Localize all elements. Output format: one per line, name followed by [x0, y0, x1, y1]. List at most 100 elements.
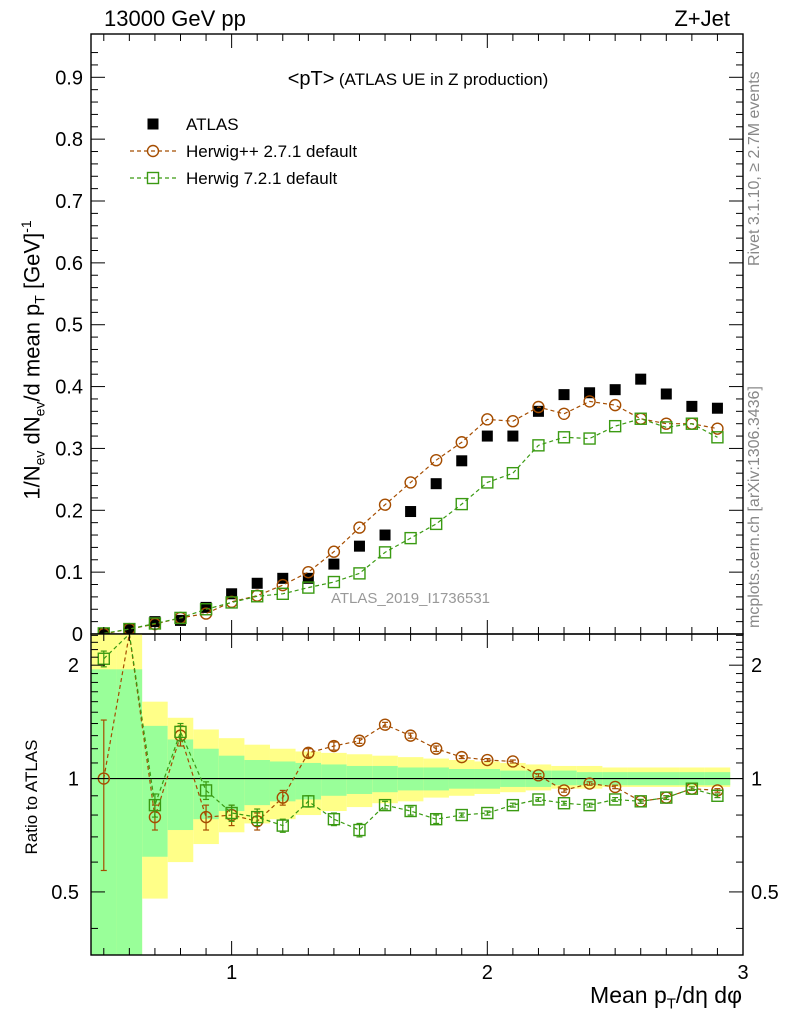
- y-tick-label: 0: [72, 624, 83, 646]
- band-inner-bin: [244, 760, 270, 806]
- data-point: [532, 400, 545, 414]
- ratio-point: [199, 784, 213, 797]
- band-inner-bin: [551, 770, 577, 786]
- ratio-y-tick-label: 2: [68, 655, 79, 677]
- data-point: [635, 373, 647, 385]
- data-point: [481, 430, 493, 442]
- legend-marker: [146, 144, 160, 158]
- data-point: [353, 521, 366, 534]
- data-point: [583, 395, 596, 408]
- ratio-point: [429, 742, 443, 755]
- ratio-point: [506, 755, 520, 768]
- y-tick-label: 0.8: [55, 129, 83, 151]
- data-point: [506, 415, 520, 428]
- ratio-point: [404, 804, 417, 818]
- x-axis-label: Mean pT/dη dφ: [590, 982, 742, 1013]
- y-tick-label: 0.2: [55, 500, 83, 522]
- x-tick-label: 1: [226, 962, 237, 984]
- data-point: [686, 400, 698, 412]
- data-point: [404, 531, 417, 545]
- y-tick-label: 0.7: [55, 191, 83, 213]
- data-point: [277, 572, 289, 584]
- data-point: [660, 388, 672, 400]
- data-point: [609, 384, 621, 396]
- band-inner-bin: [218, 755, 245, 812]
- ratio-point: [378, 718, 392, 731]
- ratio-point: [199, 810, 213, 824]
- ratio-point: [608, 793, 622, 806]
- ratio-point: [250, 810, 264, 824]
- data-point: [608, 419, 622, 433]
- ratio-point: [404, 729, 417, 742]
- data-point: [557, 407, 571, 420]
- series-line: [103, 400, 718, 635]
- x-tick-label: 3: [737, 962, 748, 984]
- data-point: [404, 476, 417, 489]
- ratio-point: [302, 746, 315, 760]
- ratio-y-axis-label: Ratio to ATLAS: [22, 739, 41, 855]
- ratio-point: [97, 652, 110, 665]
- ratio-point: [557, 784, 571, 797]
- legend-label: ATLAS: [186, 115, 239, 134]
- data-point: [302, 581, 315, 594]
- data-point: [226, 588, 238, 600]
- watermark: ATLAS_2019_I1736531: [331, 590, 491, 607]
- legend: ATLAS Herwig++ 2.7.1 default Herwig 7.2.1 …: [130, 115, 357, 188]
- data-point: [608, 398, 622, 412]
- y-tick-label: 0.1: [55, 562, 83, 584]
- data-point: [634, 412, 647, 425]
- data-point: [584, 387, 596, 399]
- data-point: [430, 478, 442, 490]
- data-point: [149, 616, 161, 628]
- ratio-point: [353, 734, 366, 747]
- data-point: [711, 402, 723, 414]
- data-point: [507, 430, 519, 442]
- legend-label: Herwig 7.2.1 default: [186, 169, 337, 188]
- data-point: [685, 417, 699, 430]
- ratio-frame: [90, 633, 744, 956]
- header-right: Z+Jet: [674, 6, 730, 31]
- x-tick-label: 2: [482, 962, 493, 984]
- y-tick-label: 0.6: [55, 253, 83, 275]
- data-point: [378, 546, 392, 559]
- main-y-axis-label: 1/Nev dNev/d mean pT [GeV]-1: [18, 220, 48, 500]
- ratio-point: [174, 725, 187, 739]
- ratio-y-tick-label: 0.5: [51, 882, 79, 904]
- ratio-panel: 1 2 3 0.5 0.5 1 1 2 2: [51, 34, 779, 984]
- ratio-y-tick-label-right: 0.5: [751, 882, 779, 904]
- legend-marker: [147, 118, 159, 130]
- ratio-point: [148, 798, 162, 812]
- ratio-point: [353, 823, 366, 837]
- data-point: [353, 567, 366, 580]
- ratio-point: [276, 791, 289, 804]
- main-panel: 0 0.1 0.2 0.3 0.4 0.5 0.6 0.7 0.8 0.9: [55, 33, 744, 646]
- data-point: [429, 517, 443, 531]
- data-point: [481, 413, 494, 426]
- data-point: [302, 565, 315, 579]
- data-point: [250, 590, 264, 603]
- ratio-point: [608, 780, 622, 794]
- data-point: [405, 506, 417, 518]
- ratio-point: [634, 795, 647, 808]
- data-point: [558, 389, 570, 401]
- y-tick-label: 0.4: [55, 377, 83, 399]
- plot-title: <pT> (ATLAS UE in Z production): [0, 68, 786, 91]
- band-inner-bin: [321, 764, 347, 796]
- data-point: [429, 453, 443, 467]
- ratio-point: [532, 793, 545, 806]
- data-point: [327, 545, 341, 558]
- band-inner-bin: [295, 762, 322, 800]
- ratio-point: [225, 806, 238, 820]
- ratio-y-tick-label-right: 1: [751, 769, 762, 791]
- data-point: [174, 614, 186, 626]
- data-point: [276, 578, 289, 592]
- ratio-y-tick-label-right: 2: [751, 655, 762, 677]
- data-point: [328, 558, 340, 570]
- ratio-y-tick-label: 1: [68, 769, 79, 791]
- y-tick-label: 0.9: [55, 67, 83, 89]
- data-point: [199, 603, 213, 616]
- ratio-point: [302, 795, 315, 808]
- ratio-point: [327, 812, 341, 826]
- ratio-point: [583, 798, 596, 812]
